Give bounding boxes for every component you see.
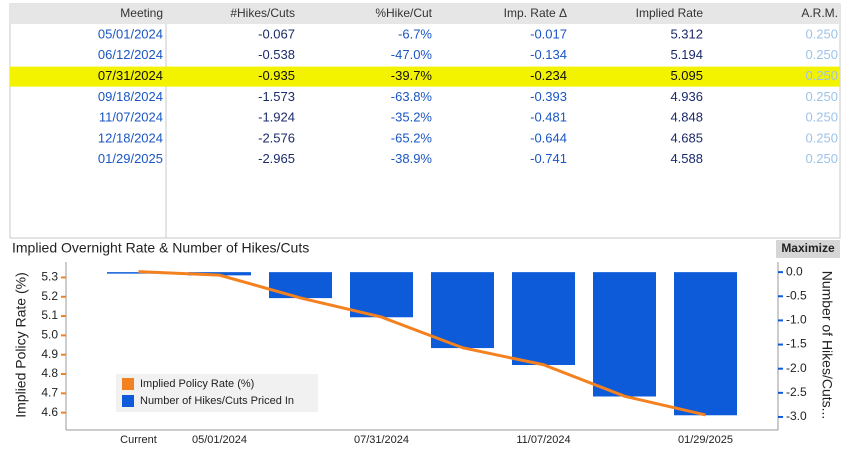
x-tick-label: 11/07/2024 [516,434,570,446]
y2-axis-label: Number of Hikes/Cuts... [819,271,835,420]
bar [674,272,737,416]
bar [431,272,494,349]
y-tick-label: 5.3 [41,270,58,284]
x-tick-label: 01/29/2025 [678,434,733,446]
y2-tick-label: 0.0 [786,264,803,278]
table-cell: 0.250 [805,47,838,62]
table-cell: 0.250 [805,68,838,83]
row-highlight [10,66,840,87]
y2-tick-label: -3.0 [786,409,807,423]
y-tick-label: 4.9 [41,347,58,361]
table-cell: -63.8% [391,89,433,104]
table-cell: 5.194 [670,47,703,62]
table-cell: -1.573 [258,89,295,104]
table-frame [9,3,841,239]
table-cell: 11/07/2024 [99,110,163,125]
table-cell: 0.250 [805,130,838,145]
column-header: A.R.M. [801,6,838,20]
table-cell: 4.588 [670,151,703,166]
table-cell: -35.2% [391,110,433,125]
maximize-button[interactable] [776,240,840,258]
table-cell: -38.9% [391,151,433,166]
chart-title: Implied Overnight Rate & Number of Hikes… [12,240,309,256]
table-cell: -0.067 [258,26,295,41]
bar [593,272,656,397]
table-cell: -0.393 [530,89,567,104]
table-cell: -65.2% [391,130,433,145]
y2-tick-label: -1.5 [786,337,807,351]
column-header: #Hikes/Cuts [230,6,295,20]
column-header: Meeting [120,6,163,20]
legend-label: Implied Policy Rate (%) [140,378,254,390]
bar [512,272,575,366]
table-cell: 4.848 [670,110,703,125]
y2-tick-label: -2.0 [786,361,807,375]
y-tick-label: 5.2 [41,289,58,303]
y-tick-label: 5.0 [41,328,58,342]
legend-label: Number of Hikes/Cuts Priced In [140,395,294,407]
table-cell: -1.924 [258,110,295,125]
table-cell: -0.935 [258,68,295,83]
table-cell: -0.538 [258,47,295,62]
table-cell: 12/18/2024 [98,130,163,145]
bar [269,272,332,299]
table-cell: -0.741 [530,151,567,166]
column-header: Imp. Rate Δ [504,6,567,20]
table-cell: 0.250 [805,110,838,125]
y-axis-label: Implied Policy Rate (%) [13,272,29,418]
table-cell: 0.250 [805,151,838,166]
table-cell: 09/18/2024 [98,89,163,104]
table-cell: -39.7% [391,68,433,83]
maximize-label[interactable]: Maximize [781,241,835,255]
table-cell: -0.644 [530,130,567,145]
legend-box [116,374,318,412]
table-cell: 5.095 [670,68,703,83]
y-tick-label: 4.8 [41,366,58,380]
table-cell: 07/31/2024 [98,68,163,83]
x-tick-label: 05/01/2024 [192,434,247,446]
table-cell: 4.685 [670,130,703,145]
y-tick-label: 5.1 [41,308,58,322]
legend-swatch [122,378,134,390]
legend-swatch [122,395,134,407]
bar [350,272,413,318]
column-header: %Hike/Cut [375,6,432,20]
table-cell: -6.7% [398,26,432,41]
table-cell: 5.312 [670,26,703,41]
y-tick-label: 4.6 [41,405,58,419]
table-header [10,4,840,24]
column-header: Implied Rate [636,6,704,20]
y-tick-label: 4.7 [41,385,58,399]
y2-tick-label: -2.5 [786,385,807,399]
table-cell: 06/12/2024 [98,47,163,62]
y2-tick-label: -1.0 [786,313,807,327]
table-cell: 0.250 [805,26,838,41]
x-tick-label: Current [120,434,157,446]
y2-tick-label: -0.5 [786,288,807,302]
table-cell: -47.0% [391,47,433,62]
table-cell: 0.250 [805,89,838,104]
table-cell: -0.234 [530,68,567,83]
x-tick-label: 07/31/2024 [354,434,409,446]
table-cell: -2.576 [258,130,295,145]
table-cell: 01/29/2025 [98,151,163,166]
table-cell: -0.481 [530,110,567,125]
table-cell: -0.134 [530,47,567,62]
rate-line [138,270,706,417]
table-cell: 4.936 [670,89,703,104]
table-cell: -0.017 [530,26,567,41]
table-cell: 05/01/2024 [98,26,163,41]
table-cell: -2.965 [258,151,295,166]
